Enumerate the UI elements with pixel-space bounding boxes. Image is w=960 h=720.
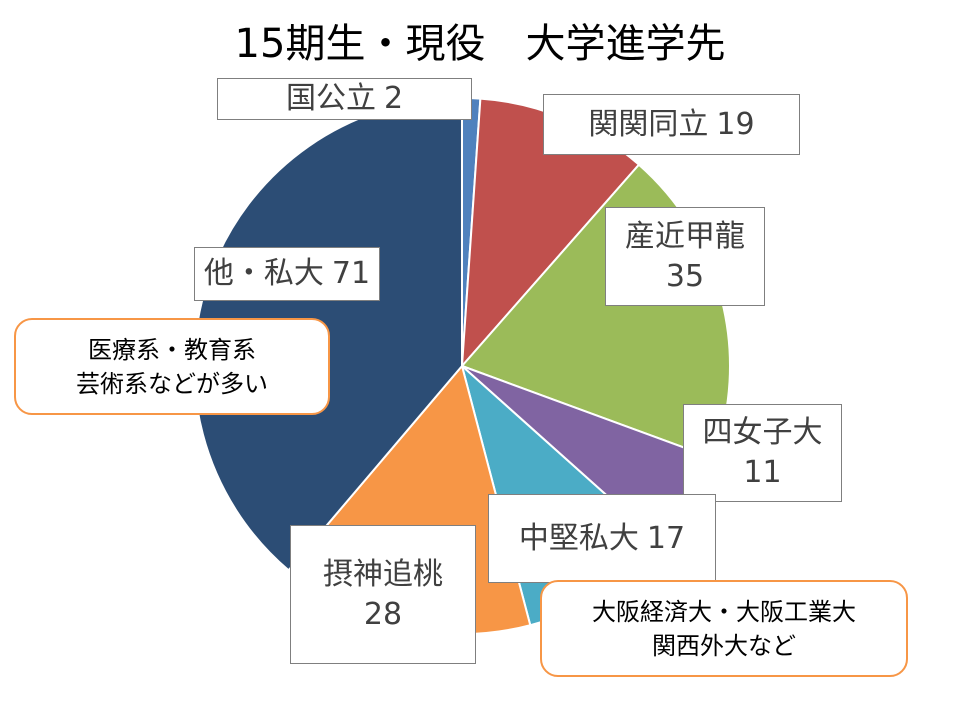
slice-label-kokkoritsu: 国公立 2 xyxy=(217,78,472,120)
slice-label-name: 他・私大 xyxy=(203,256,324,291)
slice-label-sankinkoryu: 産近甲龍 35 xyxy=(605,207,765,306)
slice-label-name: 摂神追桃 xyxy=(323,556,443,592)
slice-label-ta-shidai: 他・私大 71 xyxy=(194,247,380,301)
slice-label-sesshintsuito: 摂神追桃 28 xyxy=(290,525,476,664)
annotation-line: 大阪経済大・大阪工業大 xyxy=(592,597,856,626)
slice-label-name: 関関同立 xyxy=(588,106,709,142)
annotation-line: 芸術系などが多い xyxy=(76,369,268,398)
slice-label-value: 19 xyxy=(716,106,755,142)
slice-label-chuken-shidai: 中堅私大 17 xyxy=(488,494,716,583)
chart-title: 15期生・現役 大学進学先 xyxy=(234,21,726,67)
annotation-callout-mid-private: 大阪経済大・大阪工業大 関西外大など xyxy=(540,580,908,677)
slice-label-kankandoritsu: 関関同立 19 xyxy=(543,94,800,155)
slice-label-name: 国公立 xyxy=(285,81,376,116)
slice-label-value: 28 xyxy=(363,596,403,632)
slice-label-name: 四女子大 xyxy=(702,415,823,450)
slice-label-yonjoshidai: 四女子大 11 xyxy=(683,404,842,502)
annotation-line: 関西外大など xyxy=(652,631,796,660)
slice-label-value: 71 xyxy=(331,256,371,291)
slice-label-value: 2 xyxy=(383,81,404,116)
slice-label-name: 中堅私大 xyxy=(518,520,639,556)
annotation-callout-other-private: 医療系・教育系 芸術系などが多い xyxy=(14,318,330,415)
slice-label-name: 産近甲龍 xyxy=(625,218,745,254)
slice-label-value: 35 xyxy=(665,258,705,294)
slice-label-value: 11 xyxy=(743,455,782,490)
annotation-line: 医療系・教育系 xyxy=(88,335,256,364)
slice-label-value: 17 xyxy=(646,520,686,556)
